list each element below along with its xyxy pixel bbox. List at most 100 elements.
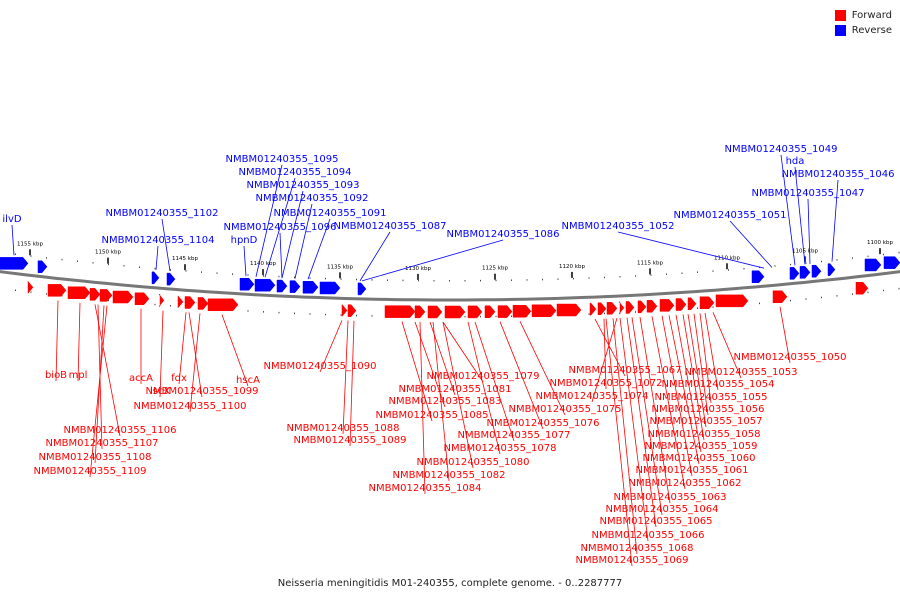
gene-label: NMBM01240355_1090 bbox=[264, 361, 377, 372]
minor-tick bbox=[495, 315, 497, 318]
leader-line bbox=[651, 316, 686, 490]
leader-line bbox=[264, 177, 296, 278]
minor-tick bbox=[635, 275, 636, 277]
leader-line bbox=[189, 313, 201, 413]
legend-forward-label: Forward bbox=[851, 10, 892, 21]
leader-line bbox=[155, 245, 159, 270]
gene-label: NMBM01240355_1087 bbox=[334, 221, 447, 232]
gene-label: NMBM01240355_1069 bbox=[576, 555, 689, 566]
minor-tick bbox=[759, 302, 760, 305]
gene-label: NMBM01240355_1072 bbox=[550, 378, 663, 389]
forward-gene-arrow bbox=[467, 305, 483, 319]
gene-label: hda bbox=[786, 156, 805, 167]
minor-tick bbox=[185, 270, 187, 272]
gene-label: hscA bbox=[236, 375, 260, 386]
minor-tick bbox=[154, 267, 156, 270]
leader-line bbox=[89, 305, 108, 478]
gene-label: mpl bbox=[69, 370, 88, 381]
reverse-gene-arrow bbox=[37, 260, 48, 274]
minor-tick bbox=[340, 278, 342, 280]
tick-label: 1130 kbp bbox=[405, 266, 431, 272]
minor-tick bbox=[216, 272, 218, 274]
minor-tick bbox=[387, 279, 388, 281]
leader-line bbox=[279, 232, 283, 279]
reverse-gene-arrow bbox=[239, 277, 255, 291]
minor-tick bbox=[619, 275, 621, 278]
leader-line bbox=[159, 310, 164, 398]
reverse-gene-arrow bbox=[883, 256, 900, 269]
tick-label: 1140 kbp bbox=[250, 261, 276, 267]
forward-gene-arrow bbox=[89, 288, 101, 301]
leader-line bbox=[687, 314, 707, 428]
tick-label: 1125 kbp bbox=[482, 266, 508, 272]
leader-line bbox=[221, 314, 249, 387]
minor-tick bbox=[836, 259, 838, 261]
minor-tick bbox=[371, 279, 373, 281]
leader-line bbox=[807, 198, 811, 264]
tick-label: 1100 kbp bbox=[867, 240, 893, 246]
leader-line bbox=[631, 317, 663, 516]
gene-label: NMBM01240355_1086 bbox=[447, 229, 560, 240]
leader-line bbox=[401, 321, 433, 422]
minor-tick bbox=[46, 257, 47, 259]
minor-tick bbox=[356, 278, 357, 281]
minor-tick bbox=[449, 279, 450, 282]
gene-label: NMBM01240355_1091 bbox=[274, 208, 387, 219]
tick-label: 1135 kbp bbox=[327, 264, 353, 270]
reverse-gene-arrow bbox=[0, 257, 29, 270]
minor-tick bbox=[278, 275, 280, 278]
gene-label: NMBM01240355_1106 bbox=[64, 425, 177, 436]
forward-gene-arrow bbox=[606, 302, 618, 315]
forward-gene-arrow bbox=[646, 300, 658, 313]
leader-line bbox=[255, 164, 283, 277]
minor-tick bbox=[325, 277, 326, 280]
reverse-gene-arrow bbox=[276, 279, 288, 293]
gene-label: fdx bbox=[171, 373, 187, 384]
gene-label: NMBM01240355_1055 bbox=[655, 392, 768, 403]
minor-tick bbox=[697, 271, 698, 273]
minor-tick bbox=[170, 269, 171, 271]
leader-line bbox=[432, 321, 450, 482]
legend-forward: Forward bbox=[834, 8, 892, 23]
gene-label: NMBM01240355_1089 bbox=[294, 435, 407, 446]
reverse-gene-arrow bbox=[799, 266, 811, 279]
gene-label: NMBM01240355_1109 bbox=[34, 466, 147, 477]
gene-label: NMBM01240355_1061 bbox=[636, 465, 749, 476]
forward-gene-arrow bbox=[207, 298, 239, 312]
gene-label: NMBM01240355_1068 bbox=[581, 543, 694, 554]
gene-label: NMBM01240355_1060 bbox=[643, 453, 756, 464]
minor-tick bbox=[588, 277, 590, 279]
reverse-gene-arrow bbox=[789, 267, 800, 280]
minor-tick bbox=[821, 296, 822, 299]
leader-line bbox=[780, 154, 796, 266]
leader-line bbox=[294, 203, 313, 279]
gene-label: NMBM01240355_1077 bbox=[458, 430, 571, 441]
gene-label: NMBM01240355_1076 bbox=[487, 418, 600, 429]
leader-line bbox=[11, 224, 15, 256]
leader-line bbox=[779, 306, 791, 364]
backbone-arc bbox=[0, 270, 900, 302]
minor-tick bbox=[309, 313, 311, 315]
gene-label: NMBM01240355_1080 bbox=[417, 457, 530, 468]
minor-tick bbox=[790, 263, 791, 266]
forward-gene-arrow bbox=[484, 305, 496, 319]
leader-line bbox=[349, 320, 355, 447]
forward-gene-arrow bbox=[47, 284, 67, 297]
gene-label: NMBM01240355_1067 bbox=[569, 365, 682, 376]
minor-tick bbox=[557, 278, 559, 280]
minor-tick bbox=[30, 291, 32, 293]
gene-label: NMBM01240355_1052 bbox=[562, 221, 675, 232]
leader-line bbox=[161, 218, 171, 272]
reverse-gene-arrow bbox=[864, 258, 882, 272]
minor-tick bbox=[898, 287, 900, 290]
gene-label: NMBM01240355_1094 bbox=[239, 167, 352, 178]
forward-gene-arrow bbox=[427, 305, 443, 319]
reverse-gene-arrow bbox=[319, 281, 341, 295]
minor-tick bbox=[278, 311, 280, 314]
forward-gene-arrow bbox=[659, 299, 675, 312]
minor-tick bbox=[883, 289, 884, 292]
reverse-gene-arrow bbox=[357, 282, 367, 296]
leader-line bbox=[467, 321, 501, 455]
gene-label: ilvD bbox=[2, 214, 21, 225]
minor-tick bbox=[805, 262, 807, 264]
